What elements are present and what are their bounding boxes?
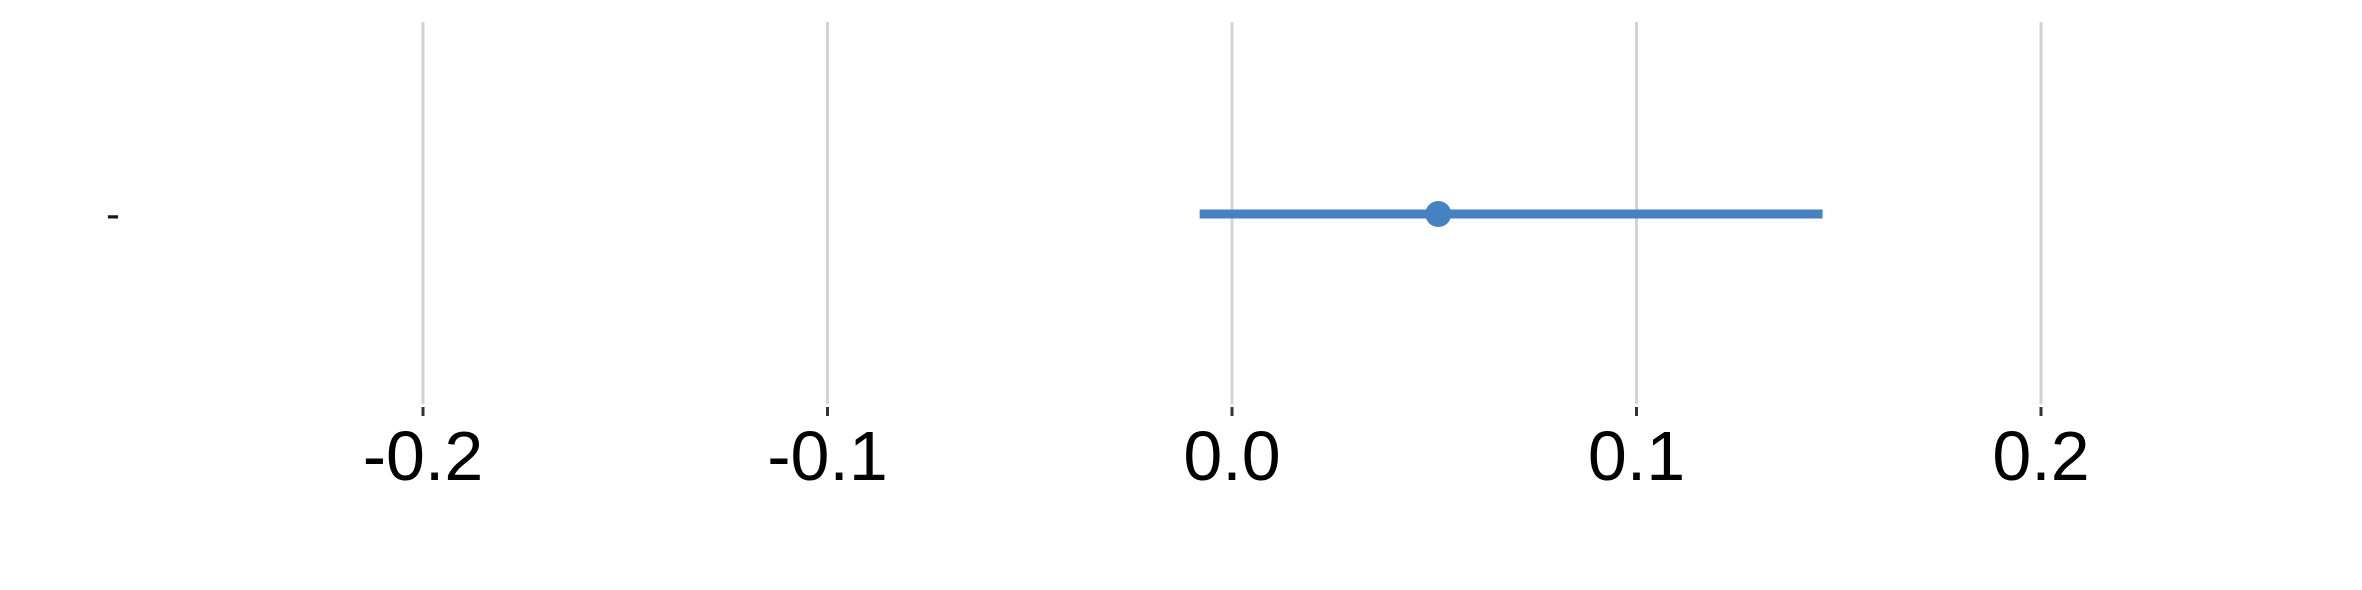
category-labels: -: [106, 190, 120, 237]
x-tick-label: -0.1: [767, 417, 888, 495]
x-tick-label: -0.2: [363, 417, 484, 495]
x-axis-tick-labels: -0.2 -0.1 0.0 0.1 0.2: [363, 417, 2090, 495]
x-tick-label: 0.0: [1183, 417, 1280, 495]
x-tick-label: 0.1: [1588, 417, 1685, 495]
category-label: -: [106, 190, 120, 237]
x-axis-ticks: [421, 407, 2043, 416]
estimate-point: [1425, 201, 1452, 227]
data-marks: [1199, 201, 1823, 227]
x-tick-label: 0.2: [1992, 417, 2089, 495]
